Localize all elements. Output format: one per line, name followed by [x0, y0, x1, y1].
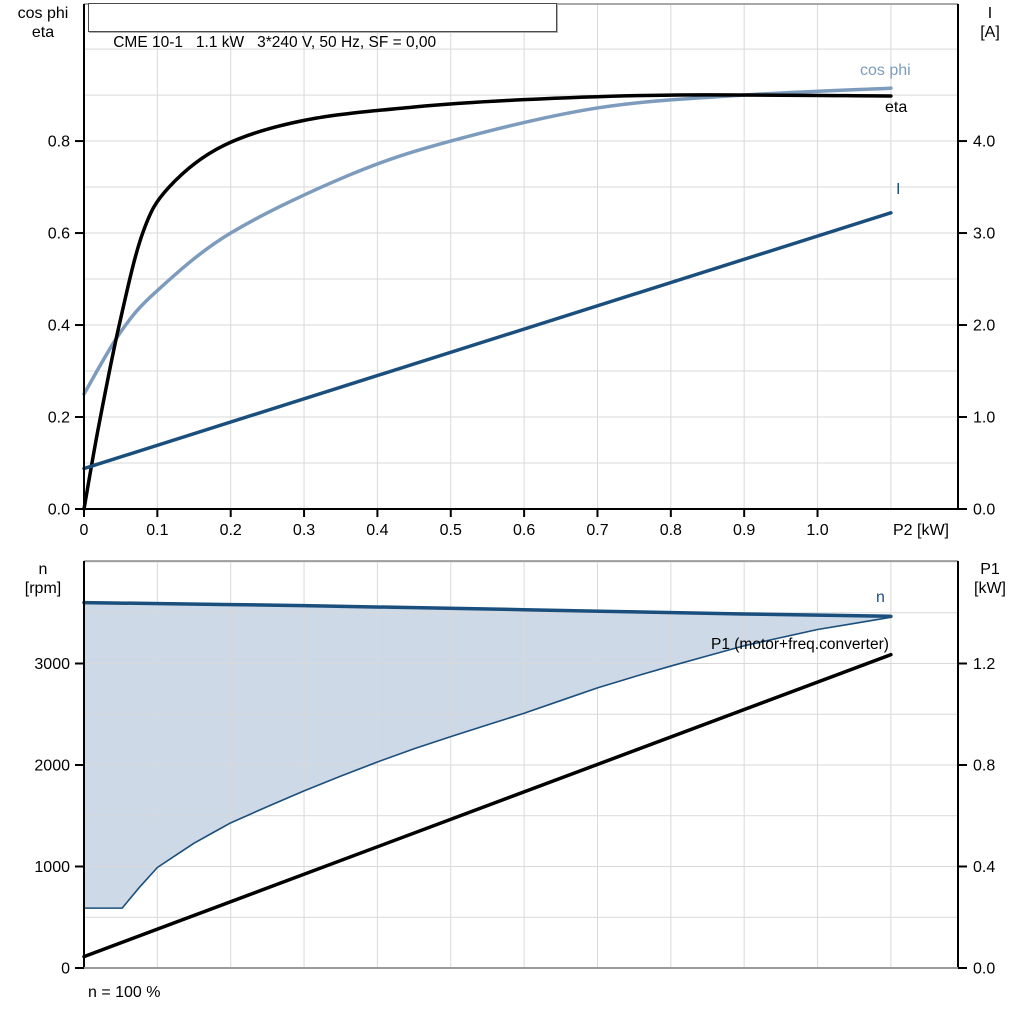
top-right-axis-header: I [A] [959, 4, 1021, 42]
bottom-right-axis-title-line2: [kW] [974, 580, 1006, 597]
gridlines [84, 561, 958, 968]
curve-label-cos-phi: cos phi [860, 62, 911, 79]
left-axis-tick-label: 0 [61, 961, 70, 978]
top-left-axis-header: cos phi eta [4, 4, 82, 42]
x-axis-tick-label: 0.7 [586, 522, 608, 539]
right-axis-tick-label: 0.8 [973, 758, 995, 775]
right-axis-tick-label: 1.0 [973, 410, 995, 427]
x-axis-tick-label: 0.5 [440, 522, 462, 539]
bottom-right-axis-title-line1: P1 [980, 561, 1000, 578]
chart-title: CME 10-1 1.1 kW 3*240 V, 50 Hz, SF = 0,0… [113, 34, 437, 51]
curve-p1-motor-freq-converter [82, 652, 893, 959]
x-axis-title: P2 [kW] [893, 522, 949, 539]
x-axis-tick-label: 0.1 [146, 522, 168, 539]
gridlines [84, 4, 958, 509]
left-axis-tick-label: 0.4 [48, 318, 70, 335]
curve-eta [82, 93, 893, 511]
curve-n [82, 600, 893, 619]
left-axis-tick-label: 2000 [34, 758, 70, 775]
bottom-right-axis-header: P1 [kW] [959, 560, 1021, 598]
left-axis-tick-label: 0.0 [48, 502, 70, 519]
left-axis-tick-label: 3000 [34, 656, 70, 673]
chart-title-box: CME 10-1 1.1 kW 3*240 V, 50 Hz, SF = 0,0… [88, 3, 557, 51]
top-right-axis-title-line2: [A] [980, 24, 1000, 41]
bottom-left-axis-title-line2: [rpm] [24, 580, 62, 597]
x-axis-tick-label: 0.9 [733, 522, 755, 539]
axes [83, 3, 959, 510]
left-axis-tick-label: 0.2 [48, 410, 70, 427]
right-axis-tick-label: 3.0 [973, 226, 995, 243]
x-axis-tick-label: 1.0 [806, 522, 828, 539]
right-axis-tick-label: 1.2 [973, 656, 995, 673]
x-axis-tick-label: 0 [80, 522, 89, 539]
tick-labels: 3000 2000 1000 0 1.2 0.8 0.4 0.0 [34, 656, 995, 977]
speed-percent-note: n = 100 % [88, 984, 161, 1001]
top-left-axis-title-line2: eta [31, 24, 55, 41]
right-axis-tick-label: 4.0 [973, 134, 995, 151]
curve-n-minimum-speed-limit [83, 616, 892, 909]
curve-cos-phi [82, 86, 893, 396]
top-right-axis-title-line1: I [987, 5, 993, 22]
bottom-left-axis-title-line1: n [38, 561, 48, 578]
top-chart-plot: 0.8 0.6 0.4 0.2 0.0 4.0 3.0 2.0 1.0 0.0 0 0.1 0.2 0.3… [48, 3, 995, 539]
tick-labels: 0.8 0.6 0.4 0.2 0.0 4.0 3.0 2.0 1.0 0.0 0 0.1 0.2 0.3… [48, 134, 996, 539]
x-axis-tick-label: 0.3 [293, 522, 315, 539]
bottom-chart-plot: 3000 2000 1000 0 1.2 0.8 0.4 0.0 [34, 560, 995, 978]
right-axis-tick-label: 0.0 [973, 502, 995, 519]
left-axis-tick-label: 0.6 [48, 226, 70, 243]
right-axis-tick-label: 0.4 [973, 859, 995, 876]
x-axis-tick-label: 0.8 [660, 522, 682, 539]
curve-label-current: I [896, 181, 901, 198]
curve-label-p1: P1 (motor+freq.converter) [711, 636, 889, 653]
right-axis-tick-label: 0.0 [973, 961, 995, 978]
curve-i [82, 211, 893, 471]
bottom-left-axis-header: n [rpm] [4, 560, 82, 598]
top-left-axis-title-line1: cos phi [17, 5, 69, 22]
x-axis-tick-label: 0.6 [513, 522, 535, 539]
left-axis-tick-label: 1000 [34, 859, 70, 876]
x-axis-tick-label: 0.2 [220, 522, 242, 539]
curve-label-speed: n [876, 589, 885, 606]
x-axis-tick-label: 0.4 [366, 522, 388, 539]
right-axis-tick-label: 2.0 [973, 318, 995, 335]
left-axis-tick-label: 0.8 [48, 134, 70, 151]
speed-range-shaded-area [84, 602, 891, 909]
curve-label-eta: eta [885, 99, 908, 116]
